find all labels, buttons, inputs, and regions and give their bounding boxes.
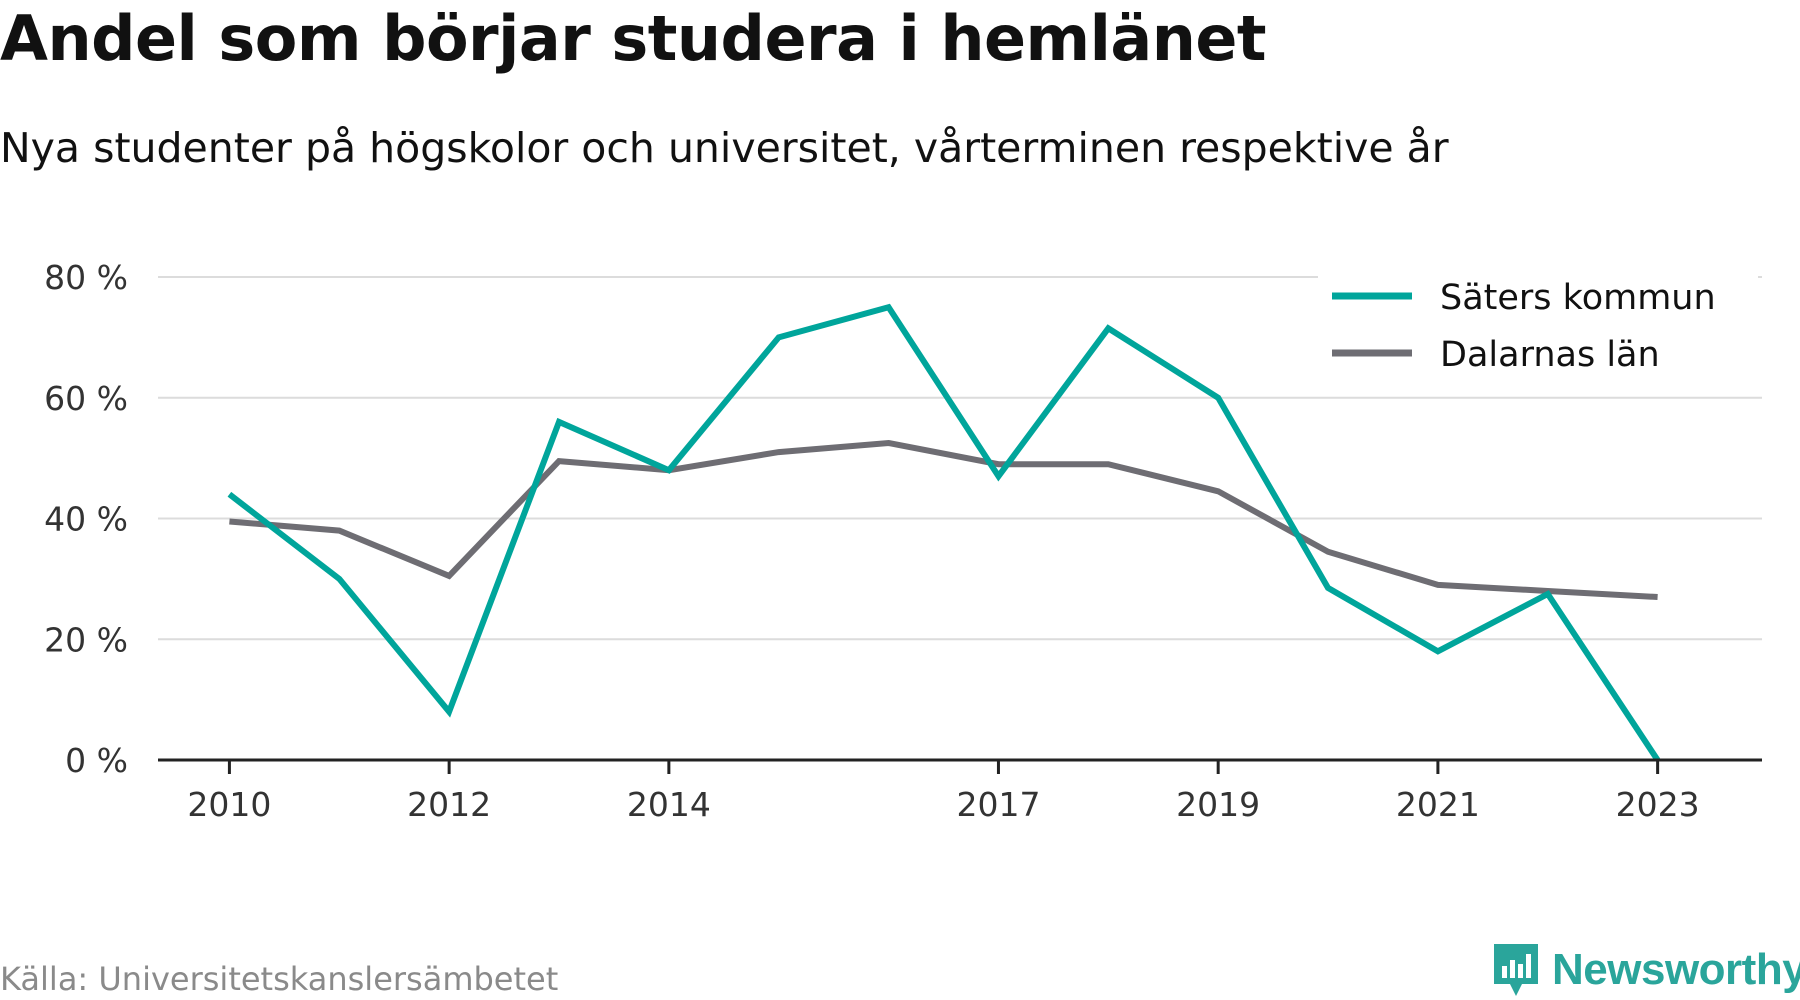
y-axis-ticks: 0 % 20 % 40 % 60 % 80 % [44,258,128,780]
x-tick-label: 2017 [956,785,1040,824]
source-note: Källa: Universitetskanslersämbetet [0,960,559,998]
y-tick-label: 0 % [65,741,128,780]
x-tick-label: 2014 [627,785,711,824]
brand-name: Newsworthy [1552,945,1800,994]
chart-subtitle: Nya studenter på högskolor och universit… [0,124,1449,172]
legend-label: Dalarnas län [1440,335,1660,375]
series-lines [227,303,1661,762]
x-tick-label: 2010 [187,785,271,824]
series-line-dalarnas-lan [229,439,1658,600]
newsworthy-logo-icon [1494,944,1538,996]
x-tick-label: 2012 [407,785,491,824]
chart-title: Andel som börjar studera i hemlänet [0,2,1267,75]
x-axis-ticks: 2010 2012 2014 2017 2019 2021 2023 [187,760,1700,824]
y-tick-label: 20 % [44,620,128,659]
x-tick-label: 2023 [1616,785,1700,824]
legend-label: Säters kommun [1440,278,1716,318]
legend: Säters kommun Dalarnas län [1318,270,1758,388]
legend-background [1318,270,1758,388]
y-tick-label: 60 % [44,379,128,418]
series-line-saters-kommun [227,303,1661,762]
x-tick-label: 2021 [1396,785,1480,824]
x-tick-label: 2019 [1176,785,1260,824]
y-tick-label: 40 % [44,500,128,539]
brand-logo: Newsworthy [1492,942,1800,998]
y-tick-label: 80 % [44,258,128,297]
